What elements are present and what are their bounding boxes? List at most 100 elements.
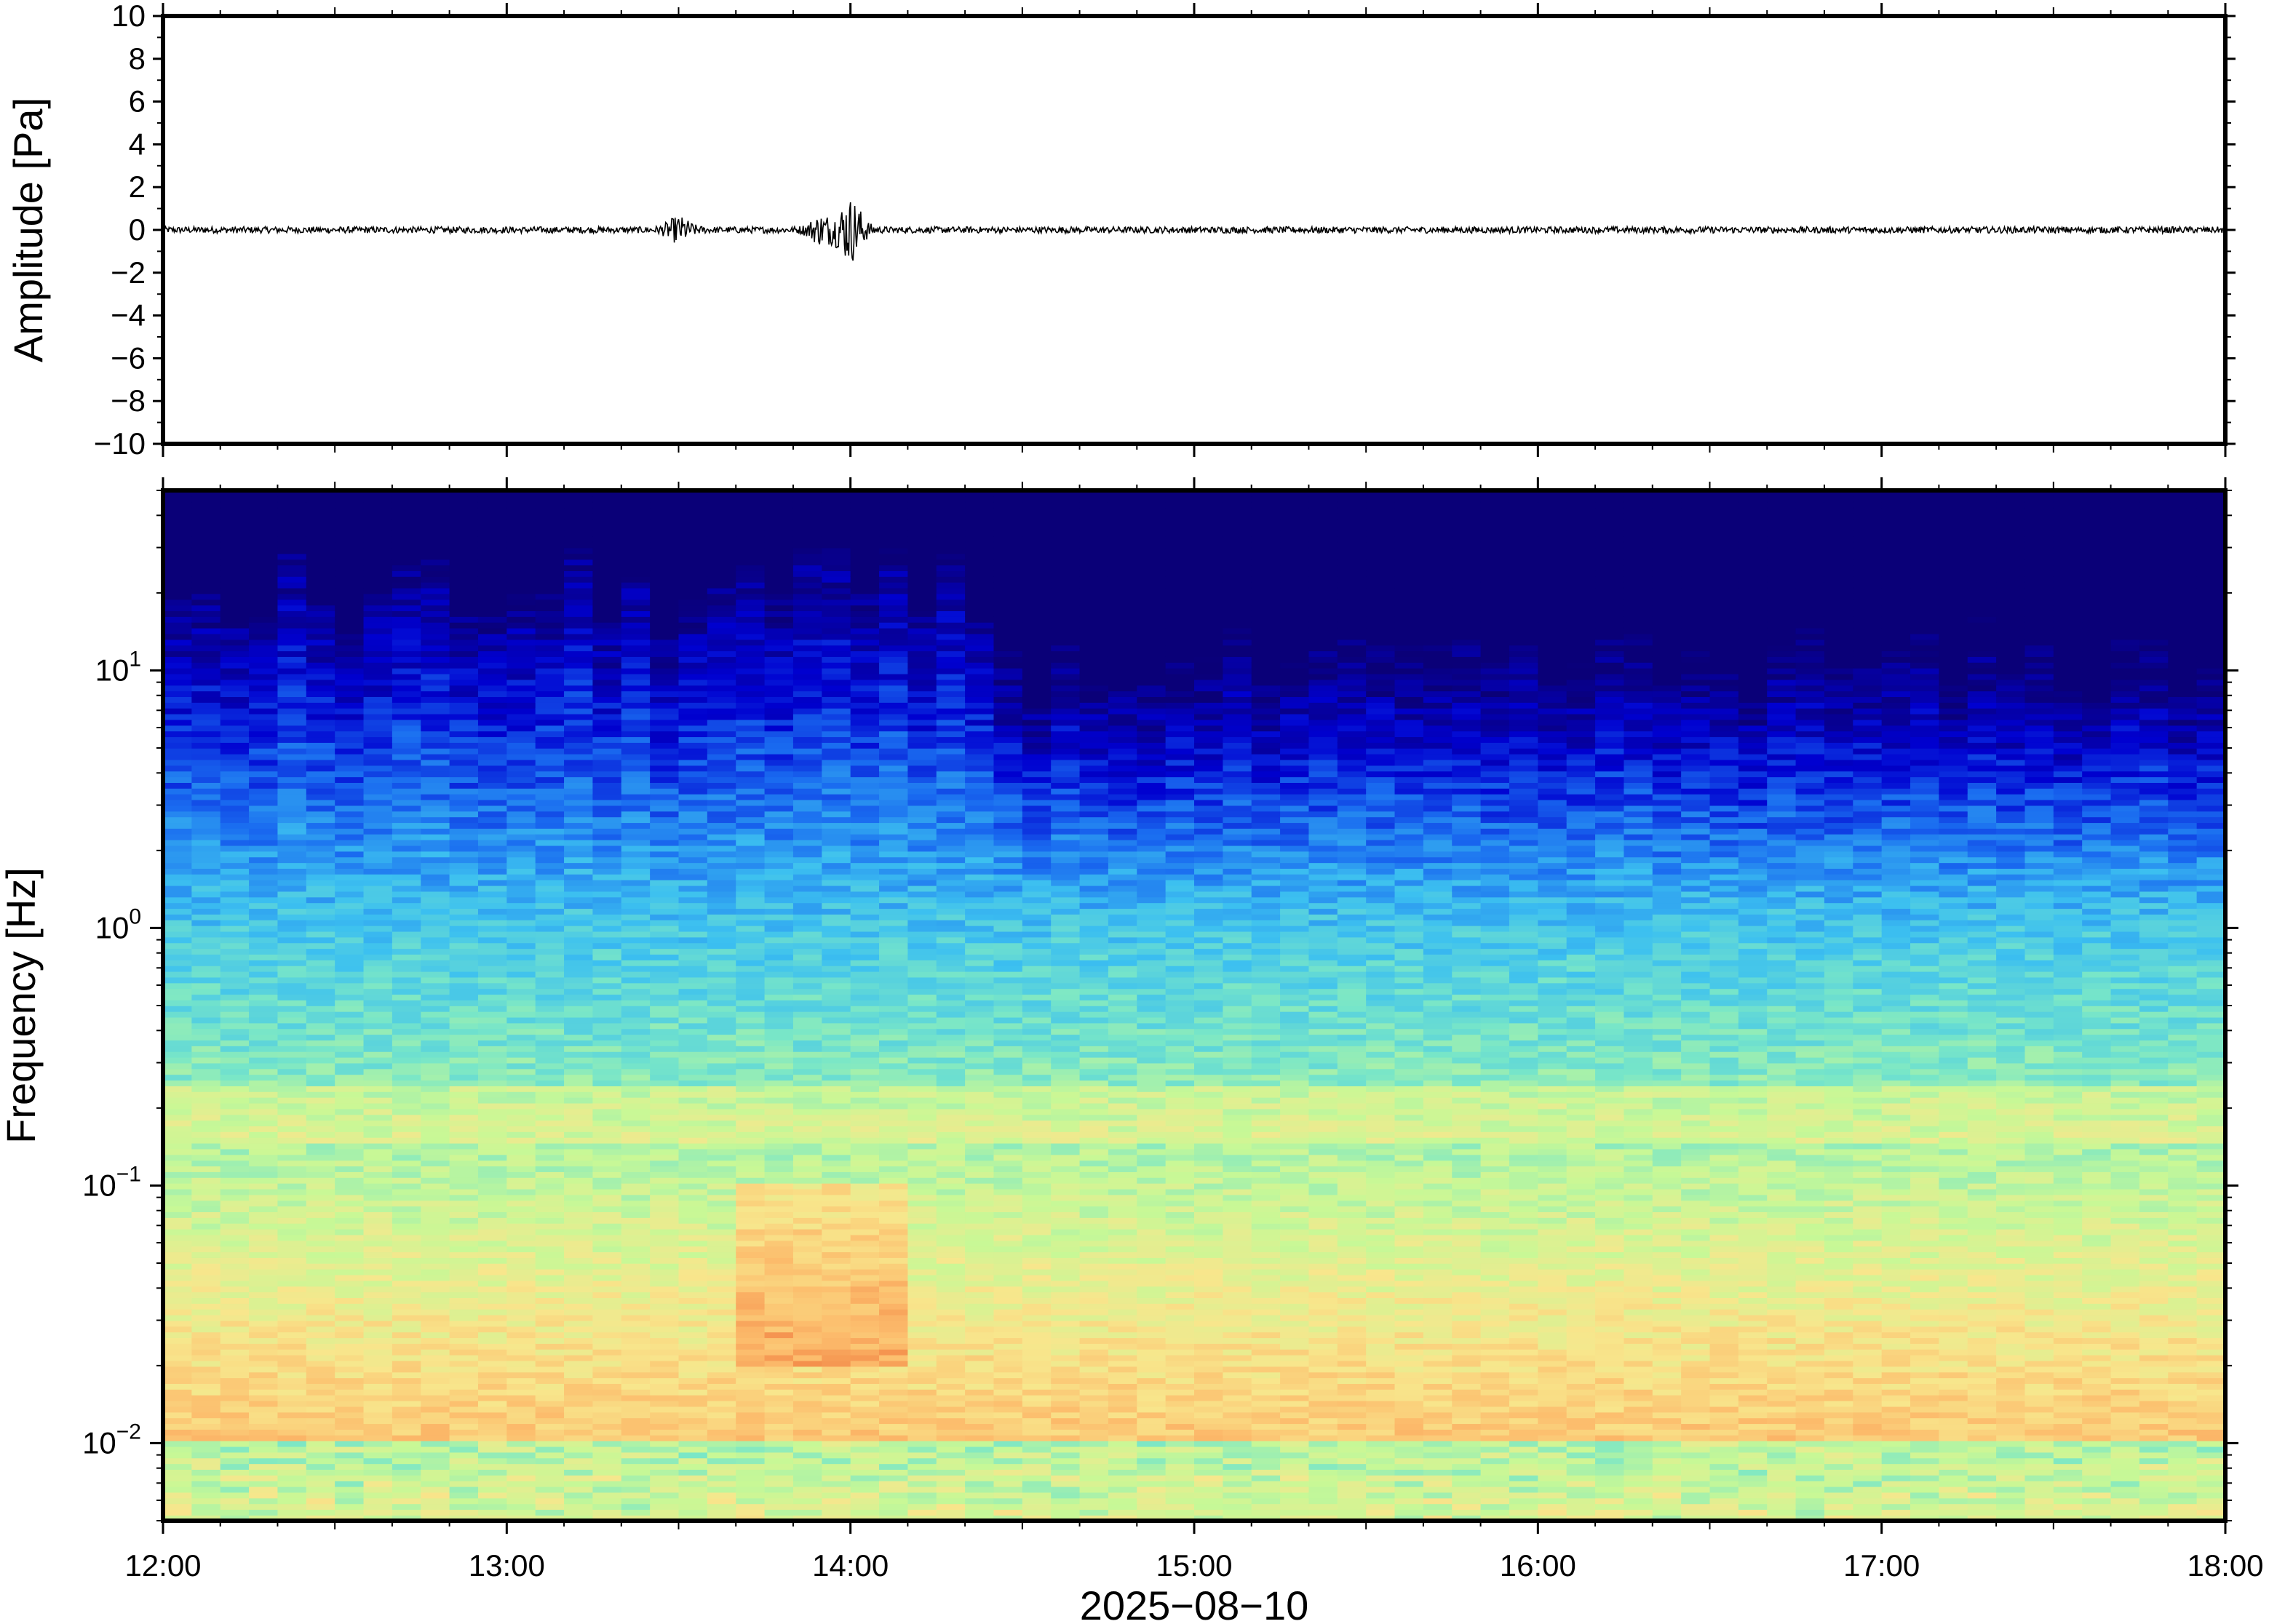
spectrogram-cell — [277, 902, 307, 909]
spectrogram-cell — [249, 1406, 279, 1413]
spectrogram-cell — [449, 1148, 479, 1155]
spectrogram-cell — [822, 1291, 851, 1298]
spectrogram-cell — [421, 1412, 450, 1419]
spectrogram-cell — [249, 1446, 279, 1453]
spectrogram-cell — [792, 605, 823, 611]
spectrogram-cell — [535, 593, 565, 600]
spectrogram-cell — [564, 1108, 594, 1115]
spectrogram-cell — [822, 976, 851, 984]
spectrogram-cell — [535, 982, 565, 990]
spectrogram-cell — [764, 868, 794, 875]
spectrogram-cell — [907, 1217, 937, 1224]
spectrogram-cell — [907, 742, 937, 749]
spectrogram-cell — [163, 879, 193, 886]
spectrogram-cell — [392, 742, 422, 749]
spectrogram-cell — [879, 1000, 909, 1006]
spectrogram-cell — [306, 1297, 335, 1304]
spectrogram-cell — [477, 633, 508, 640]
spectrogram-cell — [879, 1377, 909, 1384]
spectrogram-cell — [621, 1349, 651, 1356]
spectrogram-cell — [907, 656, 937, 663]
spectrogram-cell — [392, 1503, 422, 1510]
spectrogram-cell — [907, 1303, 937, 1310]
spectrogram-cell — [163, 1016, 193, 1024]
spectrogram-cell — [477, 1394, 508, 1401]
spectrogram-cell — [191, 879, 221, 886]
spectrogram-cell — [822, 1160, 851, 1167]
spectrogram-cell — [506, 1086, 536, 1092]
spectrogram-cell — [564, 1177, 594, 1184]
spectrogram-cell — [822, 753, 851, 760]
spectrogram-cell — [449, 1086, 479, 1092]
spectrogram-cell — [564, 1268, 594, 1275]
spectrogram-cell — [879, 679, 909, 686]
spectrogram-cell — [363, 1006, 393, 1012]
spectrogram-cell — [506, 1435, 536, 1441]
spectrogram-cell — [592, 565, 622, 571]
spectrogram-cell — [792, 547, 823, 554]
spectrogram-cell — [421, 1251, 450, 1258]
spectrogram-cell — [736, 1206, 766, 1212]
spectrogram-cell — [506, 1366, 536, 1373]
spectrogram-cell — [707, 1182, 737, 1190]
spectrogram-cell — [306, 834, 335, 840]
spectrogram-cell — [822, 679, 851, 686]
spectrogram-cell — [191, 707, 221, 715]
spectrogram-cell — [506, 616, 536, 623]
spectrogram-cell — [792, 559, 823, 566]
spectrogram-cell — [506, 1016, 536, 1024]
spectrogram-cell — [764, 856, 794, 864]
spectrogram-cell — [650, 799, 680, 806]
spectrogram-cell — [363, 748, 393, 755]
spectrogram-cell — [564, 1366, 594, 1373]
spectrogram-cell — [506, 1297, 536, 1304]
spectrogram-cell — [678, 1086, 708, 1092]
spectrogram-cell — [506, 874, 536, 880]
spectrogram-cell — [850, 1091, 880, 1098]
spectrogram-cell — [707, 1291, 737, 1298]
spectrogram-cell — [792, 525, 823, 531]
spectrogram-cell — [306, 960, 335, 966]
spectrogram-cell — [764, 748, 794, 755]
spectrogram-cell — [764, 1022, 794, 1030]
spectrogram-cell — [220, 1086, 250, 1092]
spectrogram-cell — [477, 1469, 508, 1476]
spectrogram-cell — [678, 530, 708, 537]
spectrogram-cell — [306, 1320, 335, 1327]
spectrogram-cell — [335, 1154, 365, 1161]
spectrogram-cell — [249, 971, 279, 978]
spectrogram-cell — [736, 1332, 766, 1339]
spectrogram-cell — [306, 891, 335, 898]
spectrogram-cell — [306, 599, 335, 606]
spectrogram-cell — [163, 1194, 193, 1201]
spectrogram-cell — [220, 1314, 250, 1321]
spectrogram-cell — [792, 936, 823, 944]
spectrogram-cell — [850, 1154, 880, 1161]
spectrogram-cell — [850, 1011, 880, 1018]
spectrogram-cell — [277, 559, 307, 566]
spectrogram-cell — [764, 525, 794, 531]
spectrogram-cell — [277, 868, 307, 875]
spectrogram-cell — [564, 587, 594, 594]
spectrogram-cell — [621, 1006, 651, 1012]
spectrogram-cell — [477, 1126, 508, 1132]
spectrogram-cell — [506, 673, 536, 680]
spectrogram-cell — [621, 1062, 651, 1070]
spectrogram-cell — [363, 1114, 393, 1121]
spectrogram-cell — [907, 1429, 937, 1436]
spectrogram-cell — [535, 908, 565, 915]
spectrogram-cell — [335, 1022, 365, 1030]
spectrogram-cell — [335, 559, 365, 566]
spectrogram-cell — [506, 753, 536, 760]
spectrogram-cell — [764, 1120, 794, 1126]
spectrogram-cell — [363, 702, 393, 709]
spectrogram-cell — [421, 960, 450, 966]
spectrogram-cell — [907, 1222, 937, 1230]
spectrogram-cell — [621, 1497, 651, 1505]
spectrogram-cell — [335, 1463, 365, 1470]
spectrogram-cell — [277, 656, 307, 663]
spectrogram-cell — [592, 1240, 622, 1247]
spectrogram-cell — [220, 799, 250, 806]
spectrogram-cell — [421, 1211, 450, 1218]
spectrogram-cell — [220, 1206, 250, 1212]
